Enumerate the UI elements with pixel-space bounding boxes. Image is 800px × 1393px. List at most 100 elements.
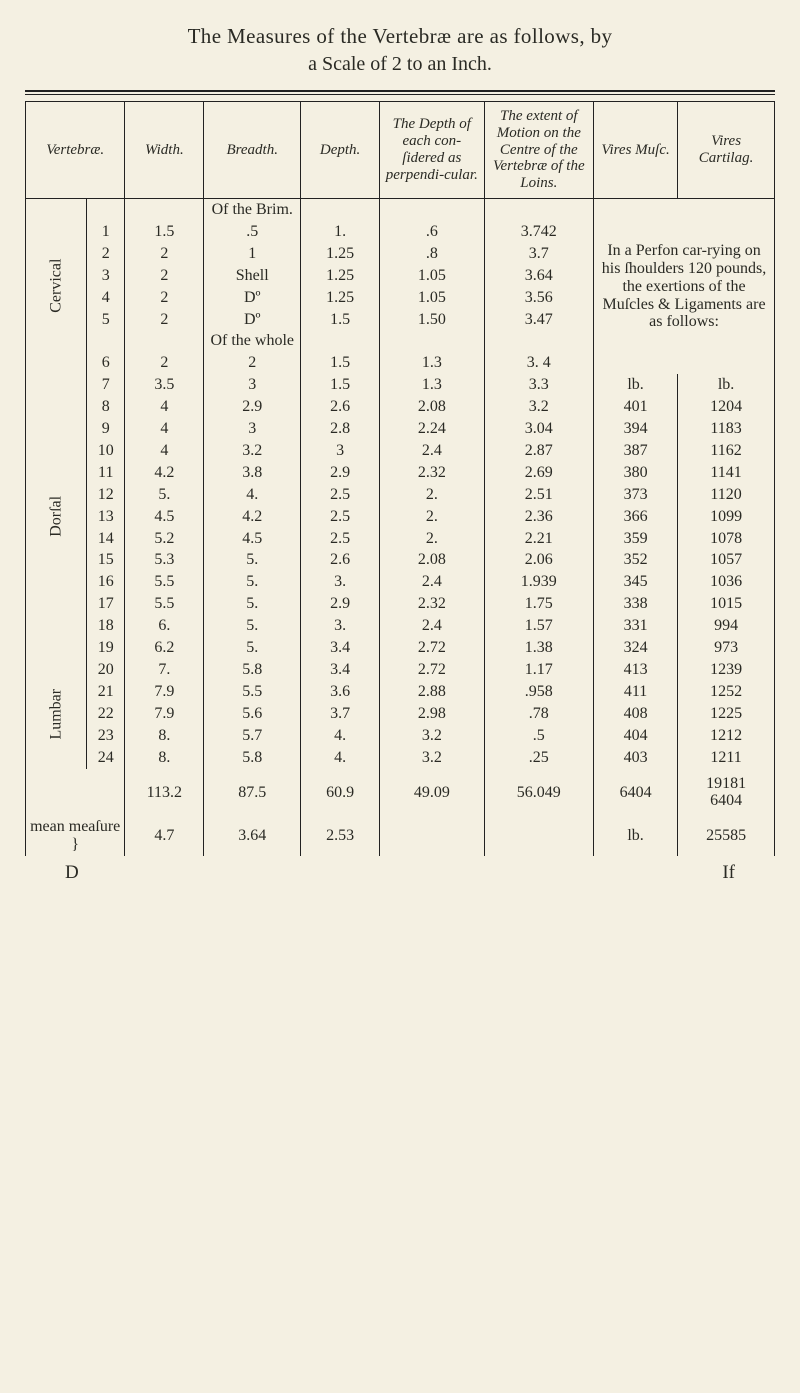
section-lumbar: Lumbar (26, 659, 87, 769)
cell-p: 2.72 (380, 637, 484, 659)
cell-ext: 3.47 (484, 309, 594, 331)
row-17: 175.55.2.92.321.753381015 (26, 593, 775, 615)
cell-w: 2 (125, 243, 204, 265)
cell-w: 7. (125, 659, 204, 681)
cell-n: 23 (87, 725, 125, 747)
cell-b: 5. (204, 637, 301, 659)
cell-ext: 1.17 (484, 659, 594, 681)
row-23: 238.5.74.3.2.54041212 (26, 725, 775, 747)
cell-b: 1 (204, 243, 301, 265)
row-9: 9432.82.243.043941183 (26, 418, 775, 440)
cell-p: .8 (380, 243, 484, 265)
row-11: 114.23.82.92.322.693801141 (26, 462, 775, 484)
vertebrae-table: Vertebræ. Width. Breadth. Depth. The Dep… (25, 101, 775, 856)
cell-ext: 1.38 (484, 637, 594, 659)
cell-p: 3.2 (380, 747, 484, 769)
cell-d: 2.9 (301, 593, 380, 615)
hdr-vertebrae: Vertebræ. (26, 102, 125, 199)
row-21: 217.95.53.62.88.9584111252 (26, 681, 775, 703)
cell-b: 3.8 (204, 462, 301, 484)
cell-vc: 1212 (678, 725, 775, 747)
cell-ext: .25 (484, 747, 594, 769)
cell-p: 1.50 (380, 309, 484, 331)
cell-ext: 1.939 (484, 571, 594, 593)
cell-ext: 2.69 (484, 462, 594, 484)
cell-vm: 380 (594, 462, 678, 484)
cell-vm: 403 (594, 747, 678, 769)
cell-b: .5 (204, 221, 301, 243)
sum-b: 87.5 (204, 769, 301, 817)
cell-n: 5 (87, 309, 125, 331)
sum-ext: 56.049 (484, 769, 594, 817)
cell-b: 5.8 (204, 747, 301, 769)
row-22: 227.95.63.72.98.784081225 (26, 703, 775, 725)
cell-ext: 2.21 (484, 528, 594, 550)
row-7: Dorſal 73.531.51.33.3 lb. lb. (26, 374, 775, 396)
cell-vm: 413 (594, 659, 678, 681)
cell-vc: 973 (678, 637, 775, 659)
footer-left: D (65, 862, 79, 884)
mean-vc-lbl: lb. (594, 816, 678, 856)
cell-ext: 2.87 (484, 440, 594, 462)
cell-vc: 1036 (678, 571, 775, 593)
sum-vm: 6404 (594, 769, 678, 817)
cell-vc: 1120 (678, 484, 775, 506)
hdr-vires-musc: Vires Muſc. (594, 102, 678, 199)
hdr-vires-cartilag: Vires Cartilag. (678, 102, 775, 199)
cell-w: 6.2 (125, 637, 204, 659)
cell-vc: 1239 (678, 659, 775, 681)
cell-n: 2 (87, 243, 125, 265)
cell-n: 1 (87, 221, 125, 243)
cell-w: 2 (125, 265, 204, 287)
cell-vm: 324 (594, 637, 678, 659)
cell-p: 2. (380, 528, 484, 550)
cell-p: 2.08 (380, 549, 484, 571)
cell-vc: 1057 (678, 549, 775, 571)
cell-vm: 408 (594, 703, 678, 725)
cell-n: 13 (87, 506, 125, 528)
cell-n: 7 (87, 374, 125, 396)
cell-p: 2.72 (380, 659, 484, 681)
cell-ext: 2.06 (484, 549, 594, 571)
cell-n: 6 (87, 352, 125, 374)
cell-p: .6 (380, 221, 484, 243)
cell-d: 2.6 (301, 549, 380, 571)
cell-b: Shell (204, 265, 301, 287)
cell-ext: .78 (484, 703, 594, 725)
row-10: 1043.232.42.873871162 (26, 440, 775, 462)
cell-p: 2.08 (380, 396, 484, 418)
sum-p: 49.09 (380, 769, 484, 817)
cell-ext: .958 (484, 681, 594, 703)
cell-n: 22 (87, 703, 125, 725)
cell-b: 4.5 (204, 528, 301, 550)
cell-b: 4.2 (204, 506, 301, 528)
cell-n: 8 (87, 396, 125, 418)
row-sum-a: 113.2 87.5 60.9 49.09 56.049 6404 19181 (26, 769, 775, 793)
cell-b: Dº (204, 309, 301, 331)
cell-d: 1.5 (301, 374, 380, 396)
cell-ext: 3.04 (484, 418, 594, 440)
row-12: 125.4.2.52.2.513731120 (26, 484, 775, 506)
cell-b: 5. (204, 571, 301, 593)
cell-vm: 338 (594, 593, 678, 615)
sum-w: 113.2 (125, 769, 204, 817)
cell-vc: 1099 (678, 506, 775, 528)
cell-w: 5.3 (125, 549, 204, 571)
section-dorsal: Dorſal (26, 374, 87, 659)
cell-d: 2.8 (301, 418, 380, 440)
cell-w: 2 (125, 309, 204, 331)
cell-w: 8. (125, 747, 204, 769)
cell-d: 3.7 (301, 703, 380, 725)
cell-vc: 1015 (678, 593, 775, 615)
hdr-depth: Depth. (301, 102, 380, 199)
cell-vc: 1204 (678, 396, 775, 418)
lb-musc: lb. (594, 374, 678, 396)
sum-vc-a: 19181 (678, 769, 775, 793)
perfon-note: In a Perfon car-rying on his ſhoulders 1… (594, 198, 775, 374)
cell-ext: 2.51 (484, 484, 594, 506)
hdr-width: Width. (125, 102, 204, 199)
cell-d: 2.5 (301, 528, 380, 550)
cell-vm: 359 (594, 528, 678, 550)
row-mean: mean meaſure } 4.7 3.64 2.53 lb. 25585 (26, 816, 775, 856)
row-16: 165.55.3.2.41.9393451036 (26, 571, 775, 593)
